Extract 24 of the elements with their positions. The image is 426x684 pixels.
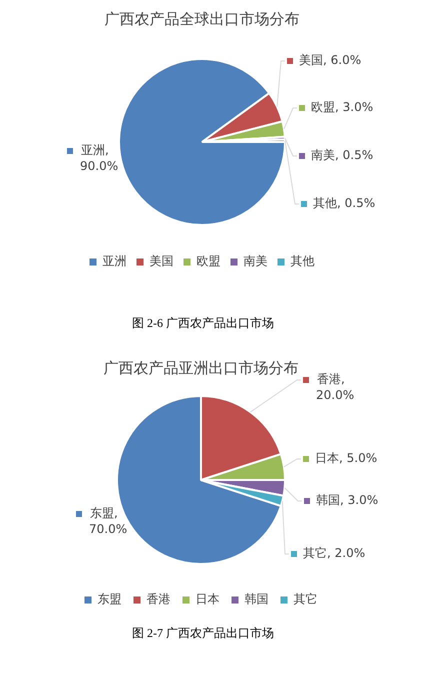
data-label: 南美, 0.5% [311, 148, 374, 162]
data-label: 日本, 5.0% [315, 451, 378, 466]
legend-label: 其他 [290, 254, 314, 268]
data-label: 亚洲, 90.0% [80, 143, 118, 174]
legend-label: 韩国 [244, 592, 268, 606]
caption: 图 2-6 广西农产品出口市场 [131, 315, 275, 331]
legend-label: 亚洲 [102, 254, 126, 268]
chart-title: 广西农产品亚洲出口市场分布 [104, 358, 298, 377]
caption: 图 2-7 广西农产品出口市场 [131, 625, 275, 641]
legend-label: 日本 [196, 592, 220, 606]
chart-title: 广西农产品全球出口市场分布 [104, 10, 300, 28]
data-label: 其它, 2.0% [303, 546, 366, 560]
data-label: 欧盟, 3.0% [311, 100, 374, 114]
data-label: 其他, 0.5% [313, 196, 376, 210]
data-label: 东盟, 70.0% [89, 506, 128, 536]
legend-label: 南美 [244, 254, 268, 268]
legend-label: 其它 [294, 592, 318, 606]
legend-label: 香港 [146, 592, 170, 606]
legend-label: 东盟 [98, 592, 122, 606]
data-label: 美国, 6.0% [299, 53, 362, 68]
data-label: 香港, 20.0% [316, 372, 354, 402]
data-label: 韩国, 3.0% [316, 493, 378, 508]
legend-label: 欧盟 [196, 254, 220, 268]
legend-label: 美国 [150, 254, 174, 268]
